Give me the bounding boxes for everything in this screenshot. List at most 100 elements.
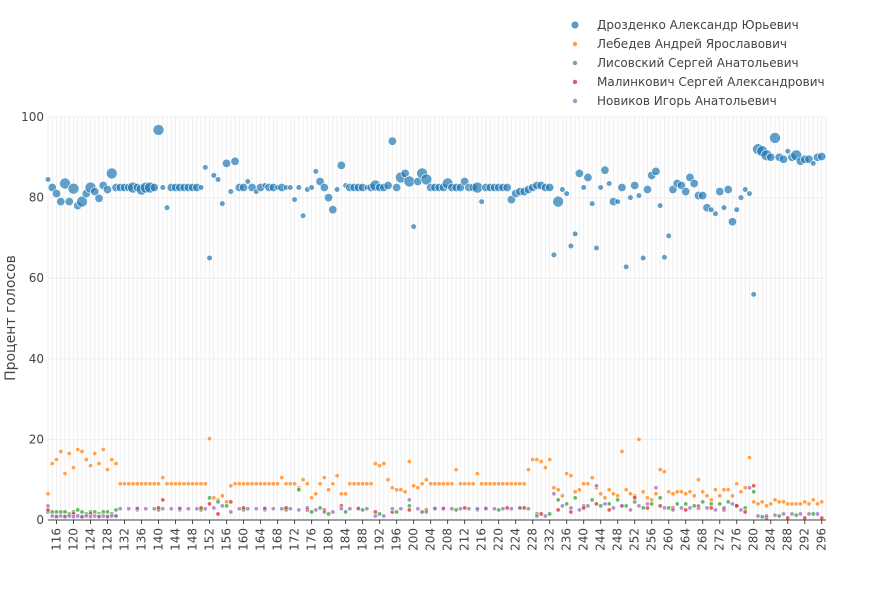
data-point[interactable]: [751, 489, 757, 495]
data-point[interactable]: [326, 487, 332, 493]
data-point[interactable]: [504, 481, 510, 487]
data-point[interactable]: [759, 514, 765, 520]
data-point[interactable]: [581, 505, 587, 511]
data-point[interactable]: [83, 513, 89, 519]
data-point[interactable]: [415, 506, 421, 512]
data-point[interactable]: [360, 481, 366, 487]
data-point[interactable]: [797, 501, 803, 507]
data-point[interactable]: [105, 514, 111, 520]
data-point[interactable]: [126, 481, 132, 487]
data-point[interactable]: [814, 511, 820, 517]
data-point[interactable]: [721, 487, 727, 493]
data-point[interactable]: [630, 181, 640, 191]
data-point[interactable]: [466, 481, 472, 487]
data-point[interactable]: [420, 173, 433, 186]
data-point[interactable]: [750, 291, 757, 298]
data-point[interactable]: [559, 503, 565, 509]
data-point[interactable]: [432, 481, 438, 487]
data-point[interactable]: [364, 506, 370, 512]
data-point[interactable]: [389, 506, 395, 512]
data-point[interactable]: [576, 487, 582, 493]
data-point[interactable]: [674, 489, 680, 495]
data-point[interactable]: [403, 175, 416, 188]
data-point[interactable]: [406, 459, 412, 465]
data-point[interactable]: [67, 182, 80, 195]
data-point[interactable]: [394, 509, 400, 515]
data-point[interactable]: [385, 477, 391, 483]
data-point[interactable]: [636, 436, 642, 442]
data-point[interactable]: [328, 205, 338, 215]
data-point[interactable]: [606, 501, 612, 507]
data-point[interactable]: [202, 506, 208, 512]
data-point[interactable]: [88, 463, 94, 469]
data-point[interactable]: [636, 503, 642, 509]
data-point[interactable]: [313, 507, 319, 513]
data-point[interactable]: [253, 506, 259, 512]
data-point[interactable]: [657, 495, 663, 501]
data-point[interactable]: [593, 244, 600, 252]
data-point[interactable]: [751, 499, 757, 505]
data-point[interactable]: [202, 481, 208, 487]
data-point[interactable]: [598, 491, 604, 497]
data-point[interactable]: [44, 176, 52, 183]
data-point[interactable]: [678, 489, 684, 495]
data-point[interactable]: [227, 188, 234, 195]
data-point[interactable]: [236, 506, 242, 512]
data-point[interactable]: [583, 172, 593, 182]
data-point[interactable]: [746, 485, 752, 491]
data-point[interactable]: [164, 481, 170, 487]
data-point[interactable]: [54, 514, 60, 520]
data-point[interactable]: [266, 481, 272, 487]
data-point[interactable]: [210, 172, 217, 179]
data-point[interactable]: [513, 481, 519, 487]
data-point[interactable]: [644, 501, 650, 507]
data-point[interactable]: [517, 505, 523, 511]
data-point[interactable]: [585, 481, 591, 487]
data-point[interactable]: [326, 511, 332, 517]
data-point[interactable]: [206, 254, 213, 262]
data-point[interactable]: [657, 467, 663, 473]
data-point[interactable]: [712, 210, 719, 217]
data-point[interactable]: [691, 503, 697, 509]
data-point[interactable]: [623, 263, 630, 271]
data-point[interactable]: [232, 481, 238, 487]
data-point[interactable]: [534, 457, 540, 463]
data-point[interactable]: [457, 481, 463, 487]
data-point[interactable]: [163, 204, 171, 211]
data-point[interactable]: [491, 506, 497, 512]
data-point[interactable]: [228, 509, 234, 515]
data-point[interactable]: [194, 481, 200, 487]
data-point[interactable]: [436, 481, 442, 487]
data-point[interactable]: [453, 507, 459, 513]
data-point[interactable]: [45, 491, 51, 497]
data-point[interactable]: [617, 183, 627, 193]
data-point[interactable]: [177, 481, 183, 487]
data-point[interactable]: [806, 501, 812, 507]
data-point[interactable]: [79, 448, 85, 454]
data-point[interactable]: [614, 198, 621, 205]
data-point[interactable]: [700, 499, 706, 505]
data-point[interactable]: [181, 481, 187, 487]
data-point[interactable]: [185, 481, 191, 487]
data-point[interactable]: [383, 181, 393, 191]
data-point[interactable]: [75, 446, 81, 452]
data-point[interactable]: [75, 507, 81, 513]
data-point[interactable]: [279, 475, 285, 481]
data-point[interactable]: [708, 505, 714, 511]
data-point[interactable]: [640, 489, 646, 495]
data-point[interactable]: [398, 506, 404, 512]
data-point[interactable]: [610, 505, 616, 511]
data-point[interactable]: [589, 200, 596, 207]
data-point[interactable]: [683, 501, 689, 507]
data-point[interactable]: [568, 473, 574, 479]
data-point[interactable]: [56, 197, 66, 207]
data-point[interactable]: [712, 487, 718, 493]
data-point[interactable]: [173, 481, 179, 487]
data-point[interactable]: [572, 495, 578, 501]
data-point[interactable]: [466, 506, 472, 512]
data-point[interactable]: [330, 509, 336, 515]
data-point[interactable]: [727, 217, 737, 227]
data-point[interactable]: [538, 511, 544, 517]
data-point[interactable]: [502, 183, 512, 193]
data-point[interactable]: [160, 475, 166, 481]
